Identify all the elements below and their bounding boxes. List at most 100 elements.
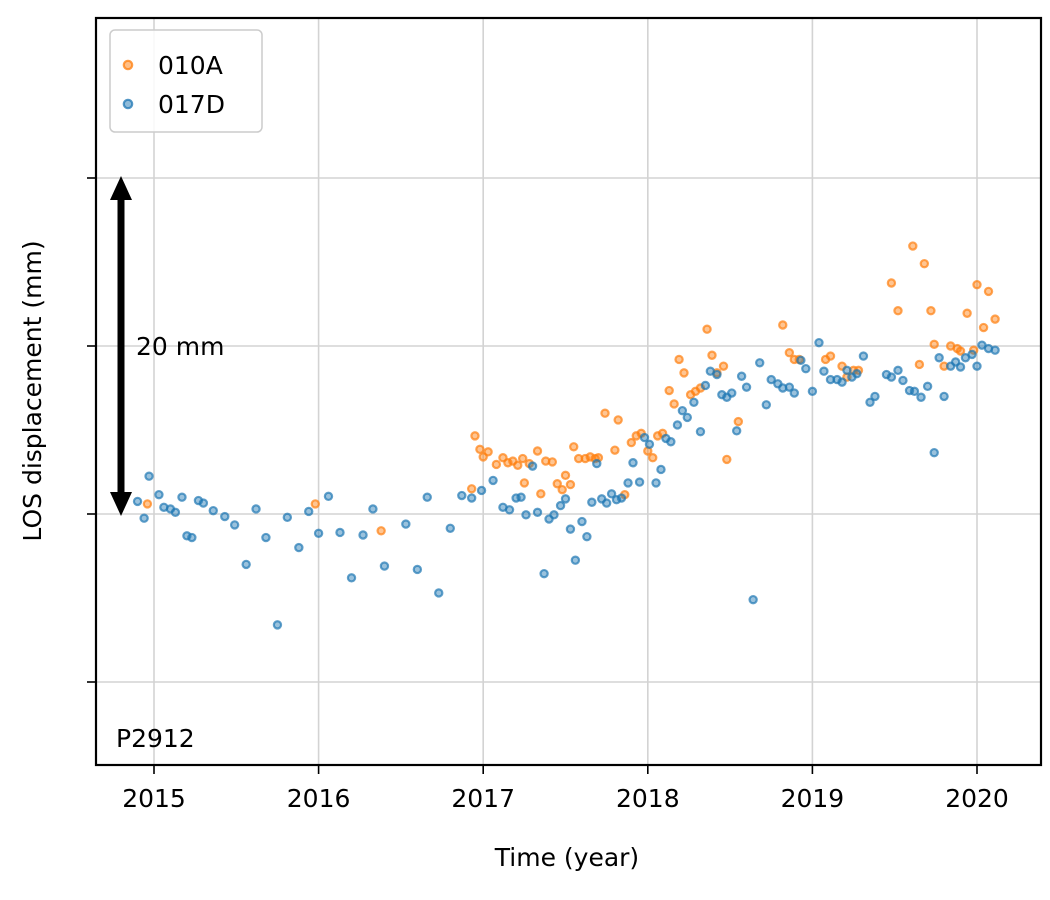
data-point-017D [282, 512, 293, 523]
data-point-017D [177, 492, 187, 502]
data-point-017D [784, 382, 795, 392]
data-point-017D [807, 386, 818, 397]
data-point-010A [518, 453, 528, 464]
data-point-017D [549, 510, 559, 520]
data-point-010A [552, 479, 562, 489]
data-point-017D [313, 528, 324, 539]
data-point-010A [466, 484, 477, 494]
data-point-017D [154, 489, 164, 500]
data-point-017D [539, 568, 549, 579]
data-point-017D [616, 493, 627, 503]
data-point-017D [644, 439, 655, 449]
scale-bar-label: 20 mm [136, 332, 224, 361]
data-point-017D [229, 520, 240, 530]
data-point-017D [909, 386, 920, 397]
data-point-010A [983, 286, 994, 297]
data-point-017D [689, 397, 699, 407]
data-point-017D [766, 374, 776, 385]
data-point-010A [664, 385, 674, 396]
data-point-010A [600, 408, 610, 418]
data-point-017D [939, 391, 949, 402]
data-point-010A [702, 324, 712, 334]
data-point-017D [488, 475, 498, 486]
data-point-010A [669, 399, 679, 409]
data-point-017D [379, 561, 390, 571]
data-point-017D [639, 432, 650, 443]
data-point-017D [731, 426, 742, 436]
data-point-017D [132, 496, 143, 507]
plot-border [94, 16, 1043, 767]
data-point-017D [521, 510, 531, 520]
data-point-010A [914, 359, 925, 370]
data-point-017D [916, 392, 926, 402]
data-point-017D [886, 372, 897, 382]
legend-label-017D: 017D [158, 90, 225, 119]
data-point-017D [358, 530, 368, 540]
station-label: P2912 [116, 724, 195, 753]
data-point-017D [934, 353, 944, 363]
data-point-017D [819, 366, 829, 376]
data-point-010A [926, 306, 936, 316]
data-point-017D [922, 381, 933, 392]
plot-frame [94, 16, 1043, 767]
data-point-017D [368, 504, 378, 514]
data-point-010A [532, 446, 543, 456]
data-point-017D [929, 447, 939, 458]
data-point-010A [569, 442, 579, 452]
data-point-010A [491, 459, 502, 470]
data-point-010A [718, 361, 729, 371]
data-point-017D [682, 412, 693, 423]
data-point-017D [476, 485, 487, 496]
data-point-017D [755, 358, 765, 368]
data-point-017D [516, 492, 526, 502]
data-point-010A [648, 453, 658, 463]
data-point-017D [422, 492, 432, 502]
data-point-017D [672, 420, 683, 430]
data-point-017D [651, 478, 661, 488]
data-point-017D [606, 489, 617, 499]
data-point-017D [139, 513, 149, 523]
data-point-010A [893, 306, 903, 316]
data-point-017D [852, 369, 862, 379]
data-point-017D [261, 532, 271, 543]
data-point-010A [475, 444, 485, 455]
legend-marker-017D [122, 98, 134, 110]
legend: 010A 017D [109, 29, 263, 133]
data-point-017D [323, 491, 334, 502]
data-point-017D [601, 498, 612, 508]
y-axis-label: LOS displacement (mm) [18, 240, 47, 541]
data-point-010A [513, 460, 523, 470]
data-point-010A [919, 258, 930, 269]
x-tick-label: 2016 [287, 784, 351, 813]
data-point-010A [929, 339, 939, 350]
data-point-017D [623, 478, 633, 488]
data-point-010A [825, 351, 836, 361]
data-point-010A [557, 484, 567, 495]
data-point-017D [560, 494, 571, 504]
x-tick-label: 2019 [781, 784, 845, 813]
data-point-017D [712, 369, 722, 380]
data-point-017D [434, 588, 444, 598]
data-point-017D [736, 371, 747, 381]
scale-bar: 20 mm [110, 176, 224, 516]
data-point-017D [457, 490, 467, 501]
data-point-010A [610, 445, 620, 455]
x-tick-label: 2017 [451, 784, 515, 813]
data-point-010A [733, 416, 744, 427]
legend-label-010A: 010A [158, 51, 223, 80]
data-point-017D [565, 524, 576, 534]
data-points [132, 241, 1000, 630]
data-point-017D [727, 388, 737, 398]
data-point-017D [294, 542, 304, 553]
data-point-010A [536, 489, 546, 499]
data-point-017D [789, 388, 799, 398]
data-point-010A [613, 415, 623, 425]
data-point-017D [592, 458, 602, 469]
scale-bar-arrow-up [110, 176, 132, 200]
data-point-010A [310, 499, 321, 509]
data-point-010A [376, 526, 386, 536]
data-point-010A [978, 322, 989, 333]
data-point-017D [748, 594, 758, 605]
data-point-017D [208, 505, 218, 516]
data-point-017D [504, 505, 515, 515]
